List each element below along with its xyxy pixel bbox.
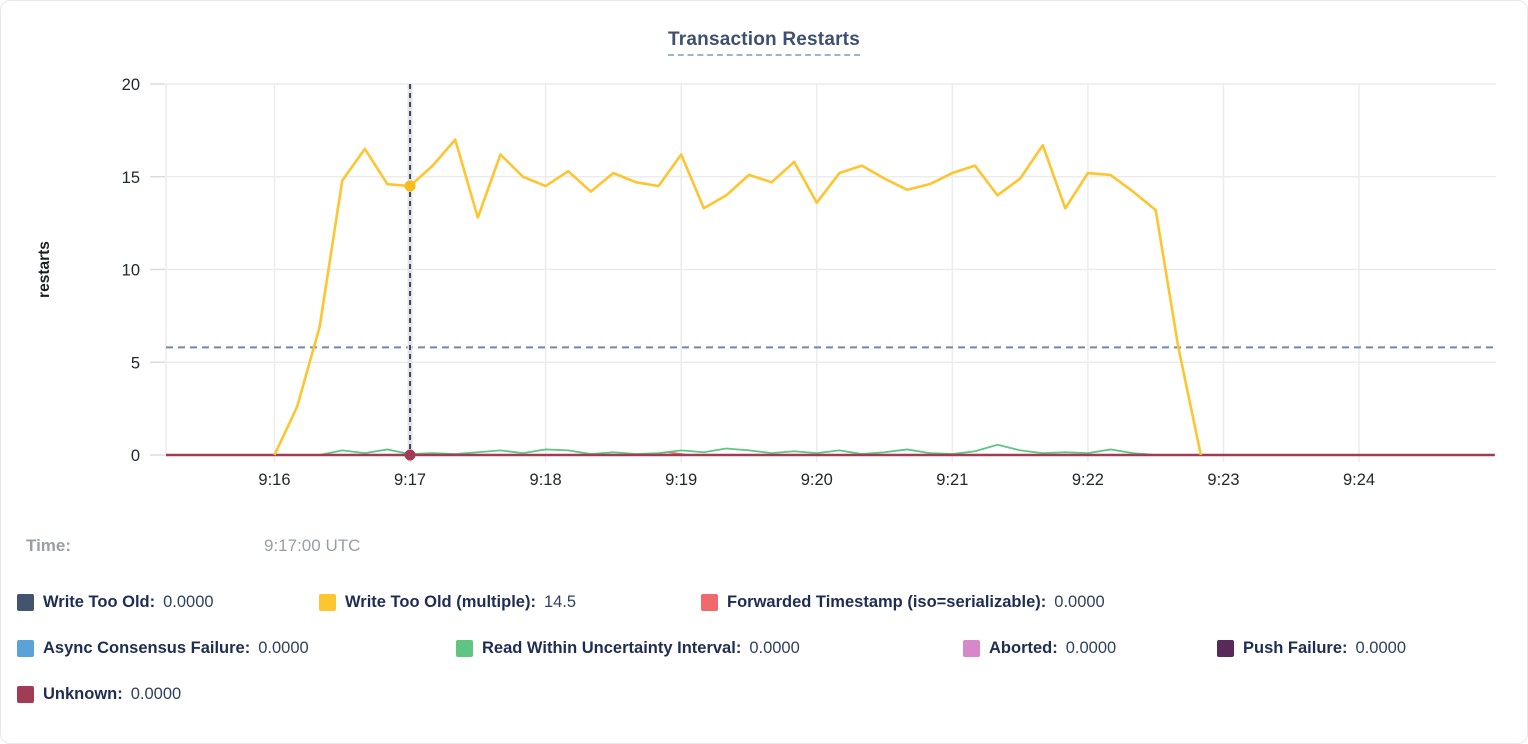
- legend-swatch-icon: [963, 640, 980, 657]
- x-tick-label: 9:17: [394, 471, 426, 489]
- y-axis-title: restarts: [36, 241, 53, 298]
- legend-value: 0.0000: [258, 639, 309, 657]
- legend-item-push-failure: Push Failure: 0.0000: [1217, 639, 1406, 658]
- y-tick-label: 10: [122, 262, 140, 280]
- x-tick-label: 9:22: [1072, 471, 1104, 489]
- legend-value: 0.0000: [130, 685, 182, 703]
- legend-swatch-icon: [319, 594, 336, 611]
- time-value: 9:17:00 UTC: [264, 536, 361, 555]
- y-tick-label: 15: [122, 169, 140, 187]
- legend-item-aborted: Aborted: 0.0000: [963, 639, 1116, 658]
- hover-marker-unknown: [404, 449, 416, 461]
- legend-item-async-consensus-failure: Async Consensus Failure: 0.0000: [17, 639, 309, 658]
- legend-item-write-too-old: Write Too Old: 0.0000: [17, 593, 214, 612]
- legend-label: Forwarded Timestamp (iso=serializable):: [727, 593, 1047, 611]
- chart-title-text: Transaction Restarts: [668, 29, 860, 56]
- series-line-write-too-old-multiple: [273, 138, 1203, 456]
- legend-value: 14.5: [543, 593, 577, 611]
- chart-title[interactable]: Transaction Restarts: [1, 29, 1527, 56]
- y-tick-label: 20: [122, 76, 140, 94]
- hover-marker-write-too-old-multiple: [404, 180, 416, 192]
- legend-value: 0.0000: [1065, 639, 1117, 657]
- x-tick-label: 9:21: [936, 471, 968, 489]
- legend-value: 0.0000: [163, 593, 214, 611]
- legend-item-forwarded-timestamp-iso-serializable: Forwarded Timestamp (iso=serializable): 0…: [701, 593, 1105, 612]
- series-line-read-within-uncertainty-interval: [319, 443, 1156, 456]
- transaction-restarts-chart[interactable]: 0 5 10 15 20 9:16 9:17 9:18 9:19 9:20 9:21 9:22 9:23…: [1, 61, 1528, 511]
- legend-swatch-icon: [17, 686, 34, 703]
- legend-value: 0.0000: [1355, 639, 1406, 657]
- x-tick-label: 9:23: [1207, 471, 1239, 489]
- hover-time-row: Time: 9:17:00 UTC: [1, 536, 1527, 562]
- legend-value: 0.0000: [749, 639, 800, 657]
- legend-label: Read Within Uncertainty Interval:: [482, 639, 742, 657]
- x-tick-label: 9:24: [1343, 471, 1375, 489]
- legend-value: 0.0000: [1054, 593, 1105, 611]
- legend-label: Async Consensus Failure:: [43, 639, 251, 657]
- legend-swatch-icon: [17, 594, 34, 611]
- legend-item-write-too-old-multiple: Write Too Old (multiple): 14.5: [319, 593, 576, 612]
- legend-item-read-within-uncertainty-interval: Read Within Uncertainty Interval: 0.0000: [456, 639, 800, 658]
- legend-swatch-icon: [701, 594, 718, 611]
- x-tick-label: 9:19: [665, 471, 697, 489]
- legend-label: Write Too Old:: [43, 593, 156, 611]
- time-label: Time:: [26, 536, 72, 555]
- legend-swatch-icon: [17, 640, 34, 657]
- y-tick-label: 5: [131, 354, 140, 372]
- x-tick-label: 9:20: [801, 471, 833, 489]
- x-tick-label: 9:18: [530, 471, 562, 489]
- y-tick-label: 0: [131, 447, 140, 465]
- legend-item-unknown: Unknown: 0.0000: [17, 685, 181, 704]
- legend-label: Aborted:: [989, 639, 1058, 657]
- legend-label: Unknown:: [43, 685, 123, 703]
- legend-swatch-icon: [456, 640, 473, 657]
- legend-swatch-icon: [1217, 640, 1234, 657]
- legend-label: Push Failure:: [1243, 639, 1348, 657]
- legend-label: Write Too Old (multiple):: [345, 593, 536, 611]
- x-tick-label: 9:16: [258, 471, 290, 489]
